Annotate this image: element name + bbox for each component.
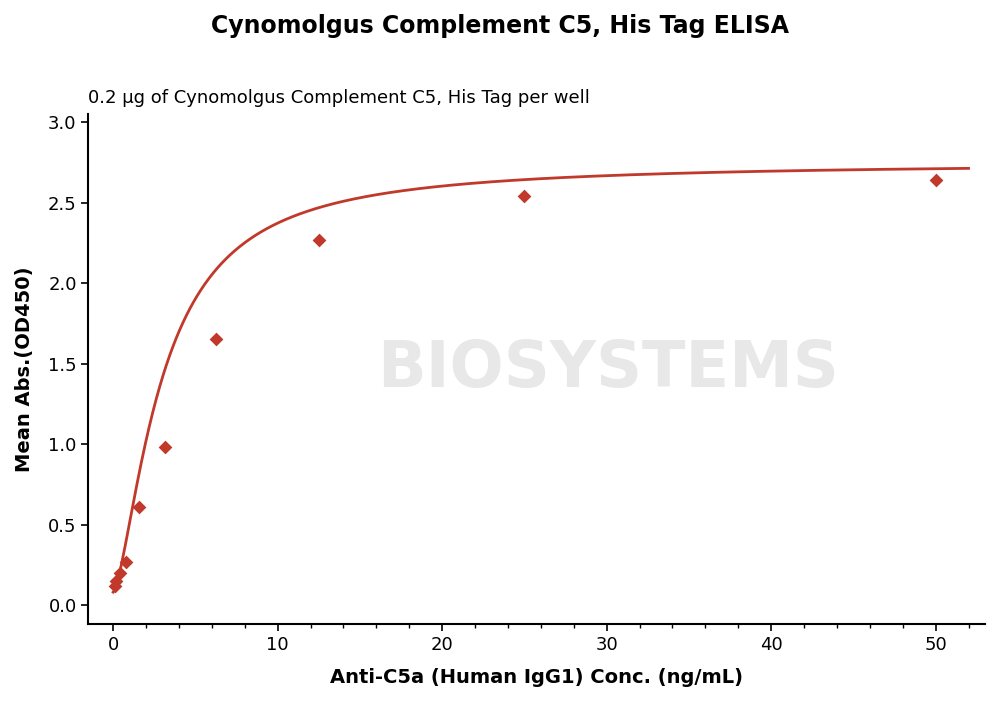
Text: Cynomolgus Complement C5, His Tag ELISA: Cynomolgus Complement C5, His Tag ELISA [211,14,789,38]
Y-axis label: Mean Abs.(OD450): Mean Abs.(OD450) [15,267,34,472]
Point [928,175,944,186]
Point [107,580,123,591]
Point [131,501,147,512]
Text: BIOSYSTEMS: BIOSYSTEMS [378,338,839,400]
Text: 0.2 μg of Cynomolgus Complement C5, His Tag per well: 0.2 μg of Cynomolgus Complement C5, His … [88,89,590,107]
X-axis label: Anti-C5a (Human IgG1) Conc. (ng/mL): Anti-C5a (Human IgG1) Conc. (ng/mL) [330,668,743,687]
Point [157,442,173,453]
Point [108,575,124,586]
Point [208,334,224,345]
Point [311,234,327,245]
Point [516,191,532,202]
Point [118,556,134,567]
Point [112,567,128,578]
